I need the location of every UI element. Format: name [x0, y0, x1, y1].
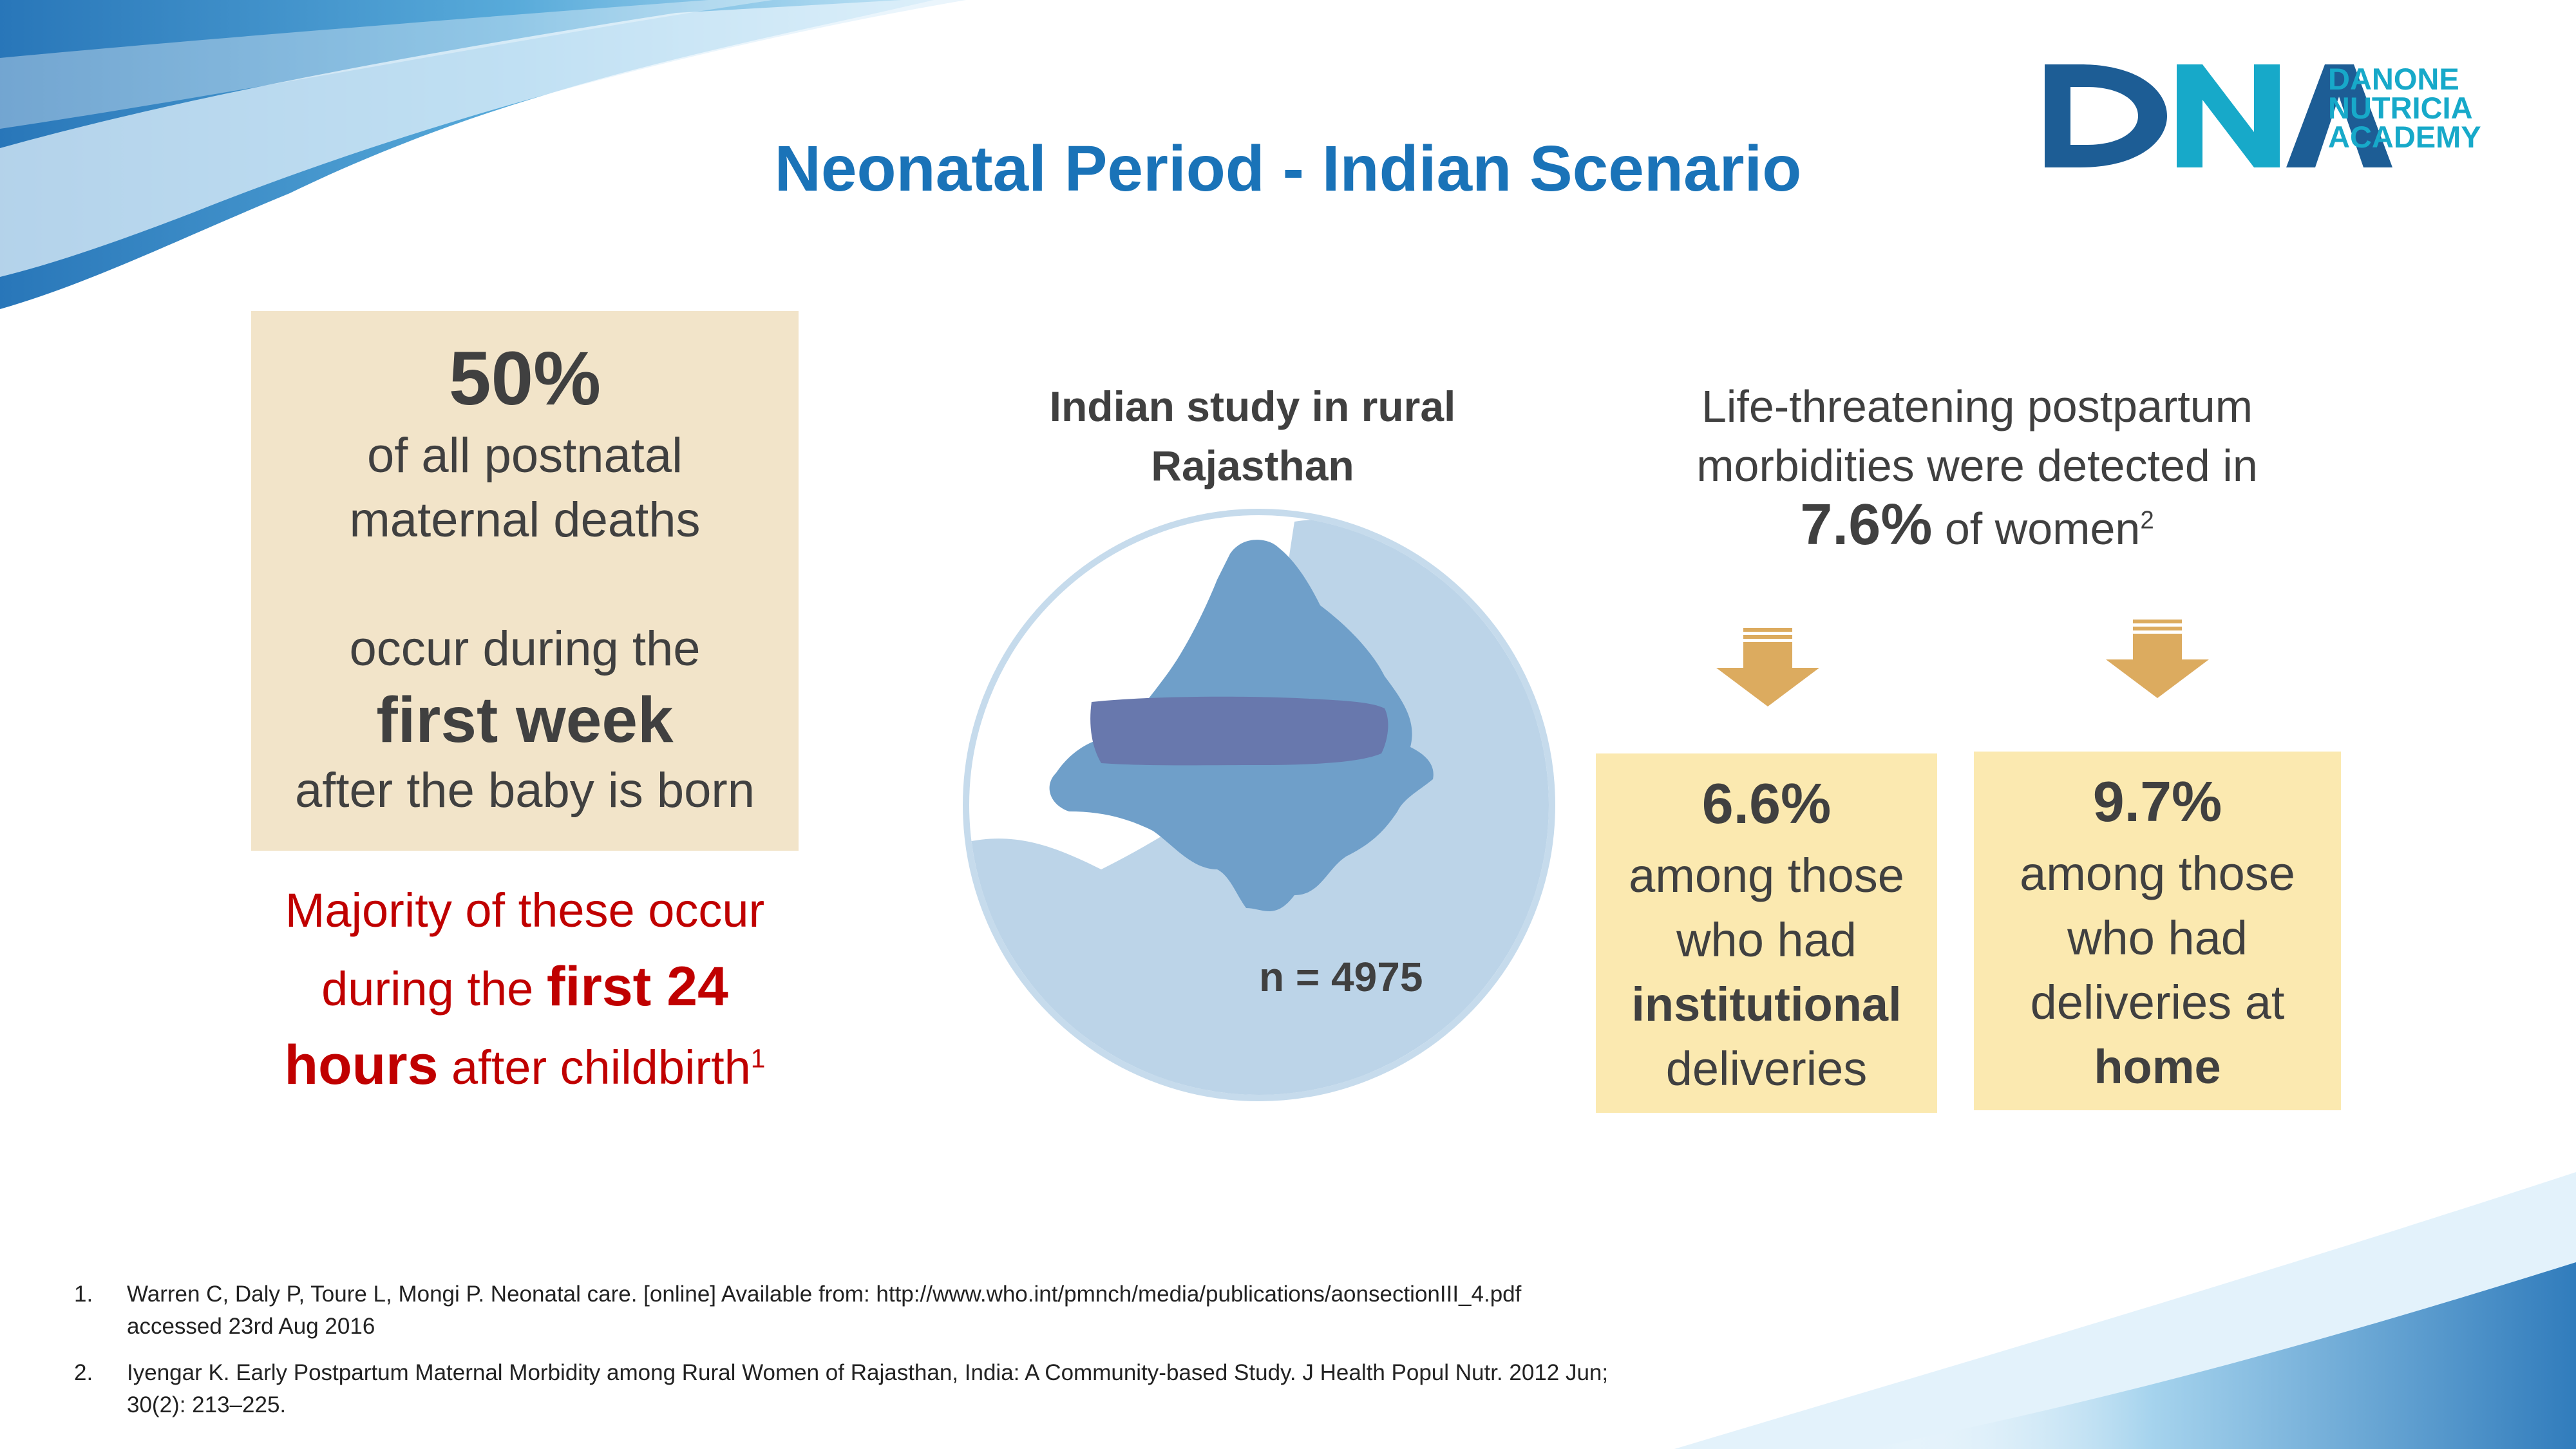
- home-emphasis: home: [2094, 1040, 2221, 1094]
- majority-line-2: during the first 24: [321, 956, 728, 1018]
- study-area-band: [1090, 696, 1388, 766]
- reference-item: 2. Iyengar K. Early Postpartum Maternal …: [74, 1360, 1609, 1417]
- deaths-line-3: occur during the: [349, 621, 701, 676]
- deaths-line-4: after the baby is born: [295, 763, 755, 818]
- postnatal-deaths-box: 50% of all postnatal maternal deaths occ…: [251, 311, 799, 851]
- arrow-down-icon: [1716, 628, 1819, 706]
- slide-title: Neonatal Period - Indian Scenario: [774, 133, 1802, 205]
- logo-line-nutricia: NUTRICIA: [2328, 91, 2473, 125]
- logo-line-danone: DANONE: [2328, 62, 2459, 96]
- morbidity-percent: 7.6%: [1800, 493, 1933, 557]
- reference-item: 1. Warren C, Daly P, Toure L, Mongi P. N…: [74, 1282, 1522, 1339]
- home-percent: 9.7%: [2092, 770, 2222, 833]
- reference-marker-1: 1: [750, 1043, 766, 1074]
- deaths-line-1: of all postnatal: [366, 428, 683, 483]
- logo-text: DANONE NUTRICIA ACADEMY: [2328, 62, 2481, 154]
- majority-line-3: hours after childbirth1: [284, 1034, 766, 1096]
- rajasthan-map: [963, 509, 1555, 1101]
- dna-logo: [2045, 64, 2392, 167]
- morbidity-statement: Life-threatening postpartum morbidities …: [1696, 381, 2258, 557]
- deaths-emphasis: first week: [376, 684, 674, 756]
- institutional-emphasis: institutional: [1631, 978, 1902, 1031]
- institutional-deliveries-box: 6.6% among those who had institutional d…: [1596, 753, 1937, 1113]
- deaths-line-2: maternal deaths: [349, 493, 701, 547]
- sample-size-label: n = 4975: [1259, 954, 1423, 1000]
- arrow-down-icon: [2106, 620, 2209, 698]
- references: 1. Warren C, Daly P, Toure L, Mongi P. N…: [74, 1278, 1845, 1435]
- reference-marker-2: 2: [2140, 506, 2154, 535]
- majority-statement: Majority of these occur during the first…: [213, 873, 837, 1106]
- majority-line-1: Majority of these occur: [285, 884, 765, 937]
- study-title: Indian study in rural Rajasthan: [1049, 383, 1456, 489]
- home-deliveries-box: 9.7% among those who had deliveries at h…: [1974, 752, 2341, 1110]
- institutional-percent: 6.6%: [1701, 772, 1832, 835]
- deaths-percent: 50%: [448, 336, 601, 421]
- logo-line-academy: ACADEMY: [2328, 120, 2481, 154]
